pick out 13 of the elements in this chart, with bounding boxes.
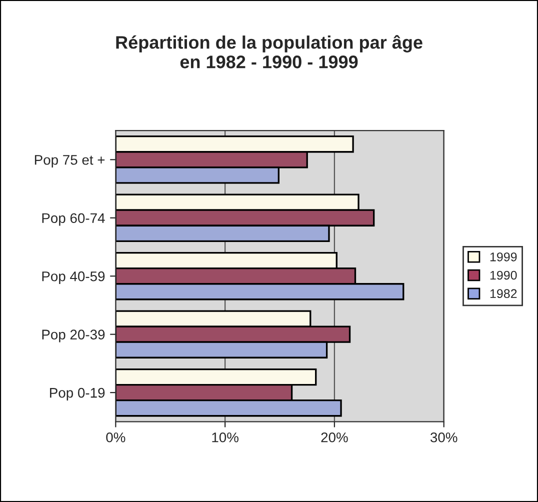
x-tick-label: 10% — [212, 432, 238, 442]
chart-title: Répartition de la population par âge en 1982 - 1990 - 1999 — [116, 35, 422, 68]
y-tick-label: Pop 0-19 — [50, 388, 105, 400]
x-tick-label: 20% — [321, 432, 348, 442]
x-tick-label: 0% — [106, 432, 126, 442]
y-tick-label: Pop 20-39 — [42, 330, 105, 342]
legend-label: 1999 — [490, 252, 517, 262]
legend-label: 1990 — [490, 270, 517, 280]
y-tick-label: Pop 60-74 — [42, 213, 105, 226]
legend-label: 1982 — [490, 289, 517, 298]
y-tick-label: Pop 40-59 — [42, 271, 105, 284]
y-tick-label: Pop 75 et + — [34, 155, 105, 168]
x-tick-label: 30% — [430, 432, 458, 442]
